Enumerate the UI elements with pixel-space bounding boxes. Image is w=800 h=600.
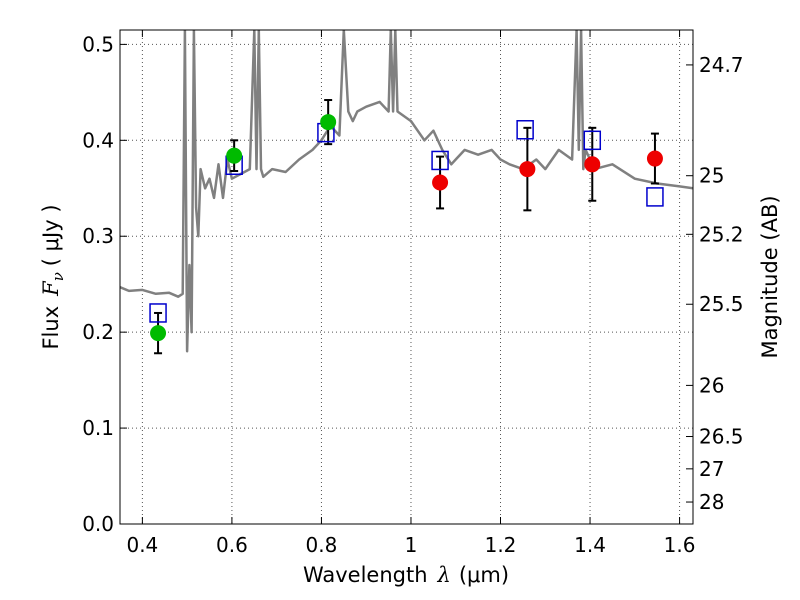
x-axis-title-unit: (μm)	[459, 563, 509, 587]
data-point-marker	[646, 150, 663, 167]
y-axis: 0.0 0.1 0.2 0.3 0.4 0.5	[82, 32, 127, 536]
x-tick-label: 1.6	[664, 533, 696, 557]
x-tick-label: 0.8	[306, 533, 338, 557]
y-tick-label: 0.4	[82, 128, 114, 152]
y-axis-title-sub: ν	[49, 272, 67, 281]
y-axis-title-unit: ( μJy )	[39, 204, 63, 266]
y2-tick-label: 25.5	[699, 292, 744, 316]
y2-tick-label: 25	[699, 164, 724, 188]
markers	[149, 114, 664, 342]
y2-tick-label: 26	[699, 373, 724, 397]
x-axis-title-symbol: λ	[437, 563, 451, 587]
y2-tick-label: 28	[699, 490, 724, 514]
x-axis-title: Wavelength λ (μm)	[303, 563, 509, 587]
data-point-marker	[432, 174, 449, 191]
y2-axis-title: Magnitude (AB)	[758, 195, 782, 358]
y2-tick-label: 24.7	[699, 53, 744, 77]
data-point-marker	[519, 161, 536, 178]
x-axis-title-text: Wavelength	[303, 563, 428, 587]
sed-curve	[120, 30, 693, 353]
y2-tick-label: 26.5	[699, 425, 744, 449]
y-tick-label: 0.1	[82, 416, 114, 440]
model-square-marker	[516, 120, 534, 140]
y-axis-title-text: Flux	[39, 306, 63, 350]
data-point-marker	[320, 114, 337, 131]
model-square-marker	[431, 150, 449, 171]
y-tick-label: 0.0	[82, 512, 114, 536]
x-tick-label: 0.6	[216, 533, 248, 557]
y-tick-label: 0.5	[82, 32, 114, 56]
model-square-marker	[646, 187, 664, 207]
y2-tick-label: 25.2	[699, 222, 744, 246]
x-axis: 0.4 0.6 0.8 1 1.2 1.4 1.6	[126, 30, 695, 557]
data-point-marker	[226, 147, 243, 164]
x-tick-label: 1.4	[574, 533, 606, 557]
x-tick-label: 1.2	[485, 533, 517, 557]
model-square-marker	[583, 130, 602, 151]
y-tick-label: 0.3	[82, 224, 114, 248]
model-square-marker	[149, 303, 167, 323]
data-point-marker	[584, 156, 601, 173]
y2-axis: 24.7 25 25.2 25.5 26 26.5 27 28	[686, 53, 744, 514]
sed-line	[120, 30, 693, 353]
data-point-marker	[150, 325, 167, 342]
y-axis-title: Flux Fν ( μJy )	[39, 204, 67, 349]
y-tick-label: 0.2	[82, 320, 114, 344]
y2-tick-label: 27	[699, 457, 724, 481]
plot-frame	[119, 29, 694, 525]
y-axis-title-symbol: F	[39, 280, 63, 297]
x-tick-label: 0.4	[126, 533, 158, 557]
x-tick-label: 1	[405, 533, 418, 557]
